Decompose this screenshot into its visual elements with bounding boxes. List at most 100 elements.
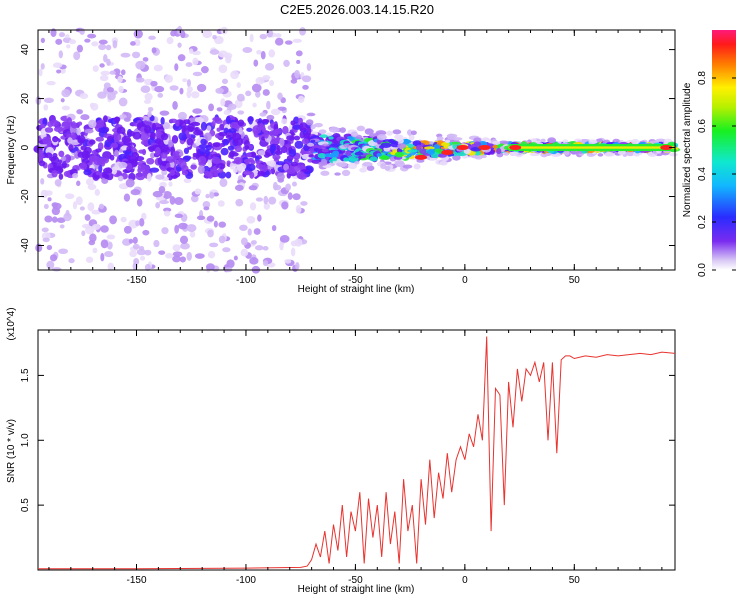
spectral-blob — [60, 155, 67, 162]
colorbar-gradient — [712, 30, 736, 270]
spectral-blob — [242, 46, 253, 54]
spectral-blob — [177, 54, 186, 62]
snr-frame — [37, 329, 676, 571]
spectral-blob — [137, 163, 146, 171]
spectral-blob — [136, 248, 147, 256]
spectral-blob — [169, 85, 179, 91]
spectral-blob — [128, 238, 134, 244]
spectral-blob — [81, 230, 86, 237]
spectral-blob — [261, 118, 270, 124]
spectral-blob — [248, 116, 254, 125]
spectral-blob — [341, 169, 351, 177]
spectral-peak — [415, 154, 428, 160]
colorbar-tick-label: 0.0 — [697, 263, 708, 277]
spectral-blob — [178, 152, 184, 157]
spectral-blob — [236, 82, 241, 89]
spectral-blob — [212, 116, 222, 122]
spectral-blob — [196, 83, 207, 93]
spectral-blob — [205, 263, 215, 271]
spectral-blob — [203, 132, 212, 142]
colorbar-ticks: 0.0 0.2 0.4 0.6 0.8 — [697, 71, 736, 277]
spectral-blob — [44, 127, 54, 133]
spectral-blob — [160, 133, 169, 141]
spectral-blob — [63, 212, 72, 222]
spectral-blob — [77, 121, 83, 126]
spectral-blob — [283, 163, 290, 171]
spectral-blob — [44, 152, 53, 159]
spectral-blob — [61, 105, 71, 111]
spectral-blob — [286, 168, 296, 174]
spectral-blob — [394, 151, 404, 158]
spectral-blob — [207, 250, 216, 259]
spectral-blob — [39, 123, 46, 129]
spectral-blob — [392, 129, 402, 135]
spectral-blob — [444, 139, 451, 143]
spectral-blob — [254, 245, 264, 251]
spectral-blob — [144, 249, 152, 256]
spectral-blob — [369, 156, 378, 162]
spectral-blob — [256, 49, 262, 55]
spectral-blob — [162, 191, 172, 199]
spectral-blob — [143, 125, 152, 134]
spectral-blob — [85, 178, 94, 186]
spectral-blob — [346, 135, 354, 140]
spectral-blob — [480, 154, 487, 159]
spectral-blob — [294, 69, 300, 79]
spectral-blob — [179, 160, 187, 169]
spectral-blob — [376, 134, 387, 141]
spectral-blob — [232, 167, 238, 174]
spectral-blob — [100, 239, 109, 249]
spectral-blob — [529, 152, 540, 157]
spectral-blob — [186, 224, 197, 233]
spectral-blob — [100, 70, 111, 76]
spectral-blob — [172, 151, 182, 160]
spectral-blob — [67, 137, 73, 144]
spectral-blob — [263, 130, 269, 139]
spectral-blob — [218, 64, 228, 74]
spectral-blob — [146, 157, 155, 165]
spectral-blob — [390, 140, 399, 145]
spectral-blob — [186, 138, 194, 146]
spectral-blob — [140, 255, 146, 261]
spectral-blob — [54, 179, 62, 187]
spectral-blob — [98, 39, 108, 45]
spectrogram-x-ticks: -150 -100 -50 0 50 — [48, 30, 663, 286]
spectral-blob — [280, 146, 288, 154]
spectral-blob — [408, 134, 415, 141]
spectral-blob — [100, 157, 110, 164]
spectral-blob — [498, 140, 509, 145]
spectral-blob — [253, 228, 261, 235]
spectral-blob — [402, 164, 413, 169]
spectral-blob — [588, 139, 598, 145]
spectral-blob — [277, 92, 283, 100]
x-tick-label: -100 — [236, 275, 256, 286]
spectral-blob — [236, 162, 247, 172]
spectral-blob — [473, 150, 482, 156]
spectral-blob — [263, 202, 270, 210]
spectral-blob — [56, 217, 66, 223]
spectral-blob — [189, 231, 196, 238]
spectral-blob — [223, 109, 231, 116]
spectral-blob — [44, 190, 53, 196]
spectral-blob — [274, 150, 283, 156]
spectral-blob — [68, 39, 77, 45]
spectral-blob — [114, 133, 122, 142]
spectral-blob — [394, 134, 404, 140]
spectral-blob — [149, 167, 160, 173]
spectral-blob — [76, 44, 84, 53]
spectral-blob — [38, 160, 46, 167]
spectral-blob — [247, 228, 252, 236]
spectral-blob — [234, 145, 243, 153]
spectral-blob — [172, 244, 181, 252]
spectral-blob — [255, 90, 261, 98]
spectral-blob — [246, 215, 256, 224]
spectral-blob — [92, 247, 98, 254]
spectral-blob — [212, 142, 221, 148]
spectral-blob — [196, 215, 206, 221]
spectral-blob — [187, 86, 193, 93]
spectrogram-marks — [33, 25, 681, 274]
spectral-blob — [631, 138, 640, 145]
spectral-blob — [320, 170, 330, 176]
y-tick-label: 1.0 — [20, 433, 31, 447]
spectral-blob — [222, 138, 230, 146]
